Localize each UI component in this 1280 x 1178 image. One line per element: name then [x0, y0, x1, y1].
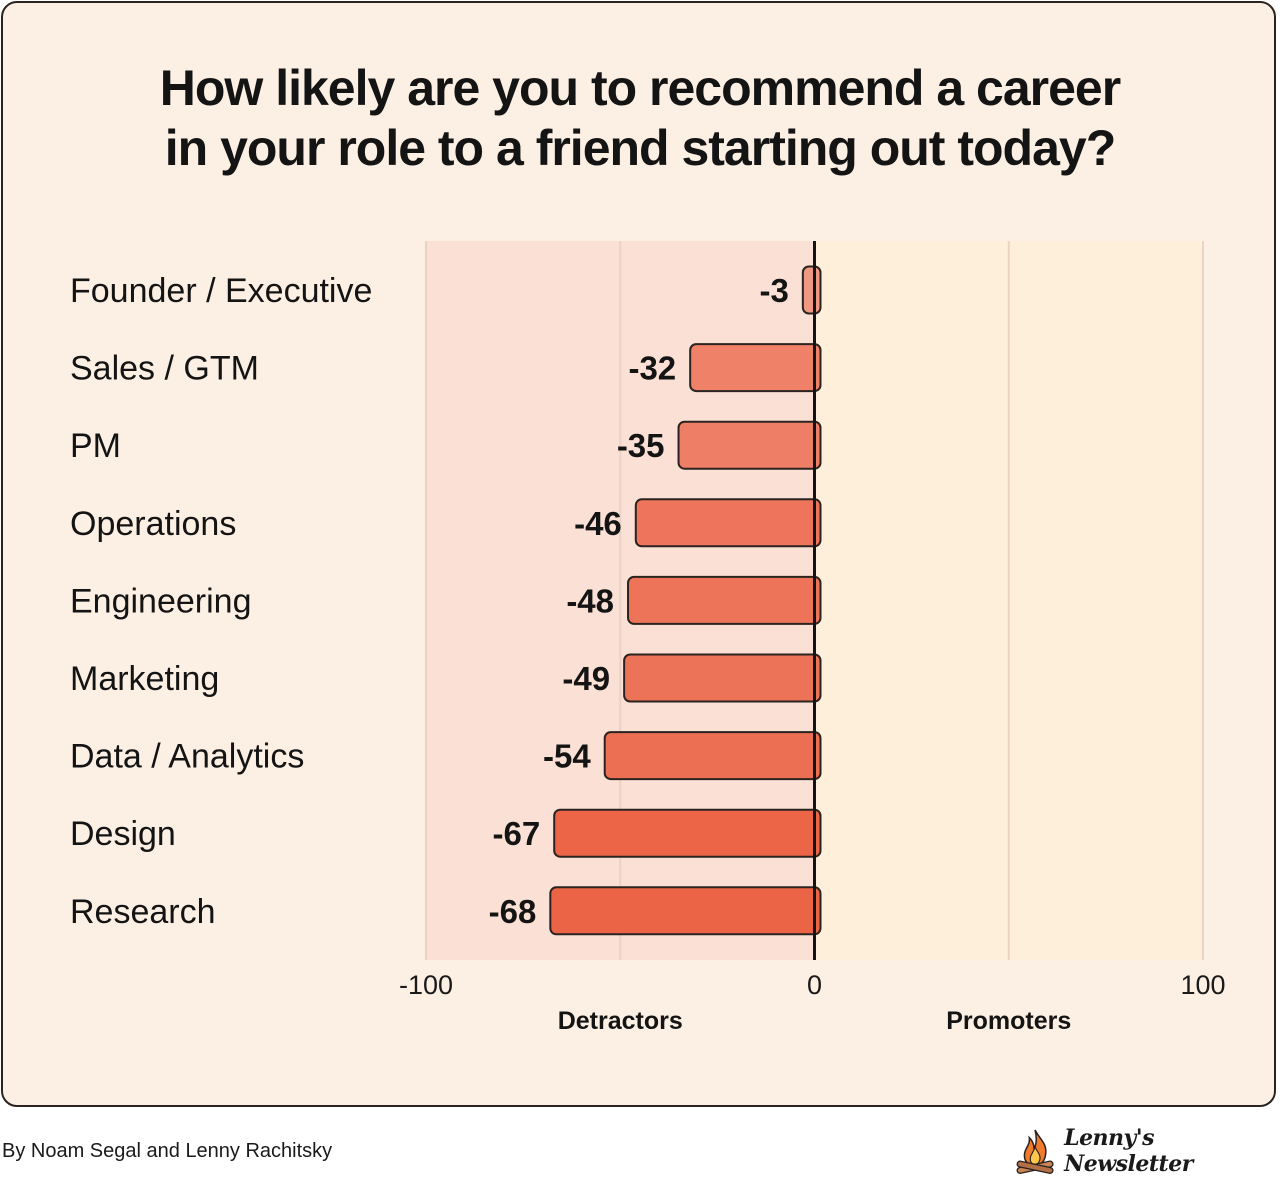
chart-title-line-2: in your role to a friend starting out to… — [164, 120, 1116, 176]
bar-value-label: -68 — [489, 893, 537, 930]
bar — [553, 808, 822, 858]
chart-title: How likely are you to recommend a career… — [0, 58, 1280, 178]
bar — [634, 498, 822, 548]
bar-value-label: -54 — [543, 738, 591, 775]
zone-label: Promoters — [946, 1007, 1071, 1035]
category-label: Engineering — [70, 582, 251, 620]
bar — [677, 420, 822, 470]
bar-value-label: -46 — [574, 505, 622, 542]
bar-value-label: -32 — [628, 350, 676, 387]
category-label: Sales / GTM — [70, 350, 259, 388]
zone-label: Detractors — [558, 1007, 683, 1035]
category-label: PM — [70, 427, 121, 465]
bar — [627, 575, 822, 625]
newsletter-logo[interactable]: Lenny's Newsletter — [1014, 1124, 1280, 1178]
bar-value-label: -35 — [617, 427, 665, 464]
bar-value-label: -67 — [493, 815, 541, 852]
campfire-icon — [1016, 1129, 1054, 1174]
bar — [801, 265, 822, 315]
bar-value-label: -3 — [760, 272, 789, 309]
category-label: Research — [70, 893, 216, 931]
bar — [689, 343, 822, 393]
category-label: Design — [70, 815, 176, 853]
bar — [623, 653, 822, 703]
x-tick-label: -100 — [399, 970, 453, 1000]
x-tick-label: 100 — [1180, 970, 1225, 1000]
chart-title-line-1: How likely are you to recommend a career — [159, 60, 1121, 116]
bar — [603, 731, 822, 781]
bar — [549, 886, 822, 936]
author-credit: By Noam Segal and Lenny Rachitsky — [2, 1140, 333, 1162]
bar-value-label: -48 — [566, 582, 614, 619]
logo-wordmark: Lenny's Newsletter — [1064, 1125, 1193, 1177]
x-tick-label: 0 — [807, 970, 822, 1000]
category-label: Data / Analytics — [70, 738, 304, 776]
category-label: Marketing — [70, 660, 219, 698]
category-label: Operations — [70, 505, 236, 543]
category-label: Founder / Executive — [70, 272, 372, 310]
bar-value-label: -49 — [562, 660, 610, 697]
